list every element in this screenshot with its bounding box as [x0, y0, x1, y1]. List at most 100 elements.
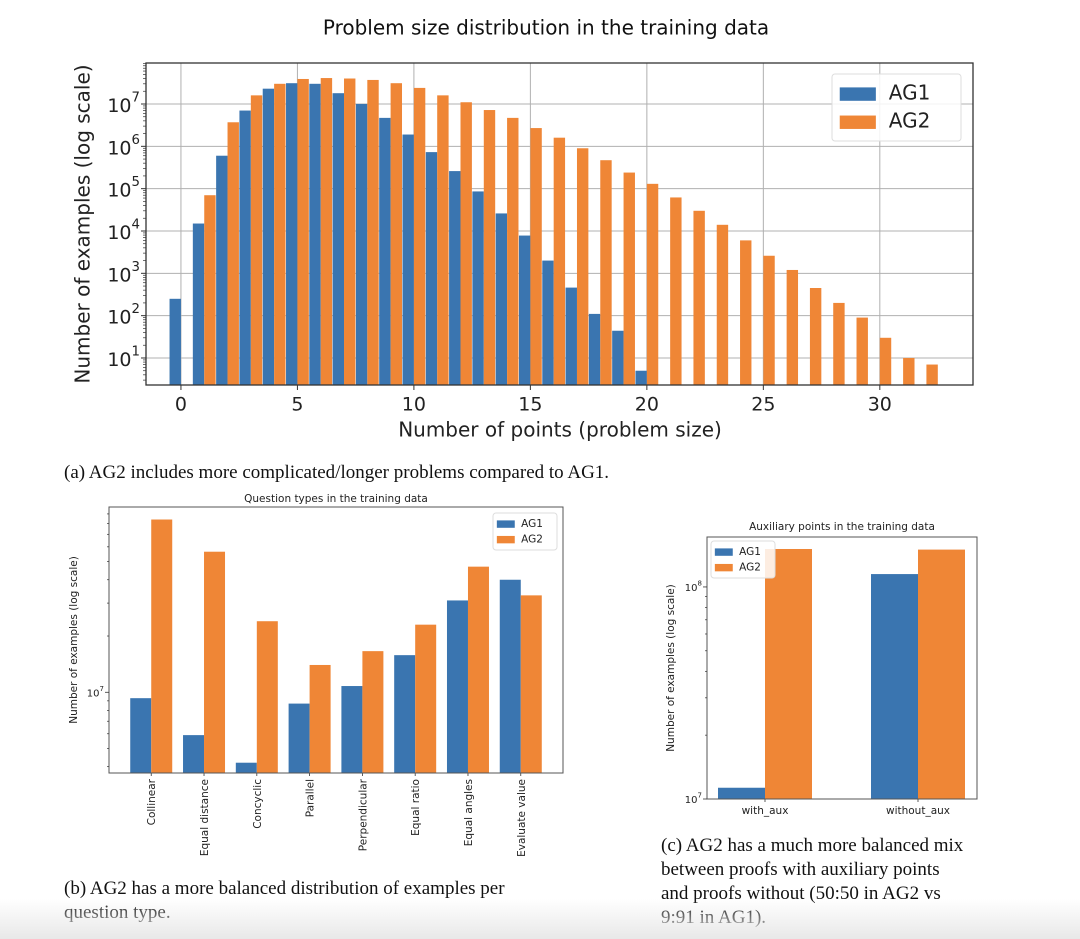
tick-exponent: 7: [132, 90, 140, 105]
bar-ag2: [250, 95, 263, 386]
legend-label-ag2: AG2: [521, 534, 543, 546]
y-tick-label: 108: [685, 579, 702, 594]
tick-exponent: 2: [132, 302, 140, 317]
tick-exponent: 4: [132, 217, 140, 232]
bar-ag1: [542, 260, 554, 385]
bar-ag2: [367, 79, 379, 386]
bar-ag1: [286, 83, 298, 385]
bar-ag1: [239, 110, 251, 386]
bar-ag2: [903, 357, 915, 385]
legend-swatch-ag2: [714, 563, 733, 572]
bar-ag1: [495, 213, 508, 385]
y-axis-label: Number of examples (log scale): [665, 584, 677, 752]
bar-ag2: [344, 78, 356, 385]
tick-exponent: 7: [100, 685, 104, 693]
bar-ag1: [216, 155, 228, 385]
legend-swatch-ag2: [839, 115, 876, 129]
bar-ag2: [576, 148, 589, 385]
bar-ag1: [394, 655, 416, 773]
tick-base: 10: [107, 221, 131, 243]
tick-exponent: 5: [132, 175, 140, 190]
chart-title: Auxiliary points in the training data: [749, 521, 935, 533]
bar-ag1: [446, 600, 468, 773]
bar-ag1: [635, 370, 647, 385]
tick-exponent: 6: [132, 133, 140, 148]
x-tick-label: without_aux: [886, 805, 950, 817]
bar-ag2: [600, 160, 612, 385]
y-axis-label: Number of examples (log scale): [68, 556, 80, 724]
caption-c-line4: 9:91 in AG1).: [661, 907, 767, 928]
y-tick-label: 107: [87, 685, 104, 700]
bar-ag2: [623, 172, 635, 385]
tick-base: 10: [87, 688, 100, 699]
x-tick-label: 0: [175, 394, 187, 416]
bar-ag1: [718, 787, 765, 799]
bar-ag2: [786, 269, 799, 385]
tick-base: 10: [107, 94, 131, 116]
caption-c-line3: and proofs without (50:50 in AG2 vs: [661, 883, 941, 904]
bar-ag1: [612, 330, 624, 385]
bar-ag2: [460, 102, 472, 385]
tick-base: 10: [685, 795, 698, 806]
y-axis-label: Number of examples (log scale): [71, 64, 95, 383]
bar-ag2: [204, 551, 226, 773]
x-tick-label: Equal distance: [199, 779, 211, 856]
bar-ag1: [499, 579, 521, 773]
tick-base: 10: [107, 179, 131, 201]
legend-label-ag1: AG1: [889, 81, 931, 105]
y-tick-label: 104: [107, 217, 140, 243]
y-tick-label: 102: [107, 302, 140, 328]
caption-b-line2: question type.: [64, 902, 171, 923]
x-tick-label: Evaluate value: [516, 779, 528, 857]
chart-title: Question types in the training data: [244, 493, 428, 505]
x-tick-label: Perpendicular: [357, 778, 369, 851]
bar-ag2: [320, 78, 333, 386]
legend-label-ag1: AG1: [521, 518, 543, 530]
chart-title: Problem size distribution in the trainin…: [323, 16, 769, 40]
caption-b-line1: (b) AG2 has a more balanced distribution…: [64, 878, 505, 899]
bar-ag1: [183, 735, 205, 773]
legend-swatch-ag2: [496, 535, 515, 544]
bar-ag2: [413, 87, 426, 385]
bar-ag2: [437, 95, 449, 386]
tick-exponent: 3: [132, 260, 140, 275]
tick-exponent: 7: [698, 792, 702, 800]
chart-problem-size: Problem size distribution in the trainin…: [71, 16, 974, 442]
y-tick-label: 105: [107, 175, 140, 201]
bar-ag1: [309, 83, 321, 385]
bar-ag1: [871, 574, 918, 799]
bar-ag2: [926, 364, 938, 385]
bar-ag1: [425, 152, 438, 385]
plot-frame: [706, 536, 978, 800]
x-tick-label: Equal ratio: [410, 779, 422, 836]
bar-ag2: [670, 197, 682, 385]
tick-base: 10: [107, 137, 131, 159]
legend-swatch-ag1: [714, 548, 733, 556]
bar-ag2: [507, 117, 519, 385]
bar-ag2: [390, 83, 403, 385]
x-axis-label: Number of points (problem size): [398, 418, 722, 442]
bar-ag2: [362, 651, 384, 773]
caption-c-line2: between proofs with auxiliary points: [661, 859, 940, 880]
x-tick-label: with_aux: [742, 805, 789, 817]
y-tick-label: 101: [107, 344, 140, 370]
x-tick-label: 5: [291, 394, 303, 416]
bar-ag1: [449, 171, 461, 385]
bar-ag1: [130, 698, 152, 773]
tick-base: 10: [685, 583, 698, 594]
x-tick-label: 25: [751, 394, 775, 416]
y-tick-label: 103: [107, 260, 140, 286]
bar-ag2: [740, 240, 752, 385]
bar-ag1: [565, 287, 577, 385]
bar-ag2: [765, 548, 812, 799]
bar-ag2: [833, 302, 845, 385]
bar-ag1: [379, 117, 391, 385]
legend-label-ag1: AG1: [739, 546, 761, 558]
bar-ag2: [204, 195, 216, 385]
bar-ag1: [341, 686, 363, 773]
x-tick-label: 15: [518, 394, 542, 416]
